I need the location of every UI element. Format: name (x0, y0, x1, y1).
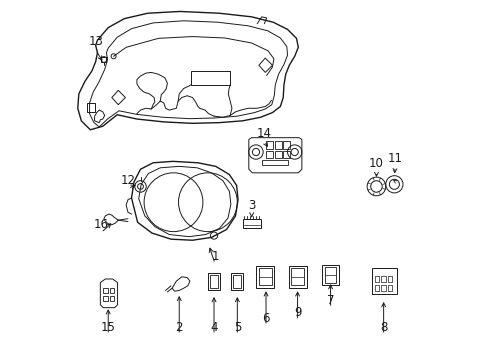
Text: 12: 12 (120, 174, 135, 187)
Bar (283, 150, 290, 158)
Text: 4: 4 (210, 320, 217, 333)
Text: 7: 7 (326, 294, 334, 307)
Text: 3: 3 (247, 199, 255, 212)
Bar (381, 285, 385, 291)
Bar (109, 296, 114, 301)
Text: 1: 1 (211, 249, 219, 262)
Bar (256, 266, 274, 288)
Bar (242, 219, 261, 228)
Bar (101, 57, 106, 62)
Bar (265, 150, 273, 158)
Text: 13: 13 (88, 35, 103, 49)
Bar (274, 141, 281, 149)
Text: 9: 9 (293, 306, 301, 319)
Bar (103, 288, 107, 293)
Text: 8: 8 (379, 320, 386, 333)
Bar (103, 296, 107, 301)
Bar (387, 285, 391, 291)
Bar (207, 273, 220, 290)
Bar (274, 150, 281, 158)
Bar (283, 141, 290, 149)
Text: 16: 16 (93, 218, 108, 231)
Bar (322, 265, 338, 285)
Text: 10: 10 (368, 157, 383, 170)
Bar (387, 276, 391, 282)
Bar (265, 141, 273, 149)
Text: 5: 5 (233, 320, 241, 333)
Bar (374, 276, 379, 282)
Bar (230, 273, 242, 290)
Bar (210, 275, 218, 288)
Text: 14: 14 (256, 127, 271, 140)
Bar (371, 267, 396, 294)
Bar (374, 285, 379, 291)
Bar (232, 275, 240, 288)
Bar (262, 159, 287, 165)
Bar (290, 268, 304, 285)
Text: 11: 11 (387, 152, 402, 165)
Bar (109, 288, 114, 293)
Bar (324, 267, 336, 283)
Text: 2: 2 (175, 320, 183, 333)
Text: 6: 6 (262, 311, 269, 325)
Bar (258, 268, 271, 285)
Bar (288, 266, 306, 288)
Bar (381, 276, 385, 282)
Text: 15: 15 (101, 320, 116, 333)
